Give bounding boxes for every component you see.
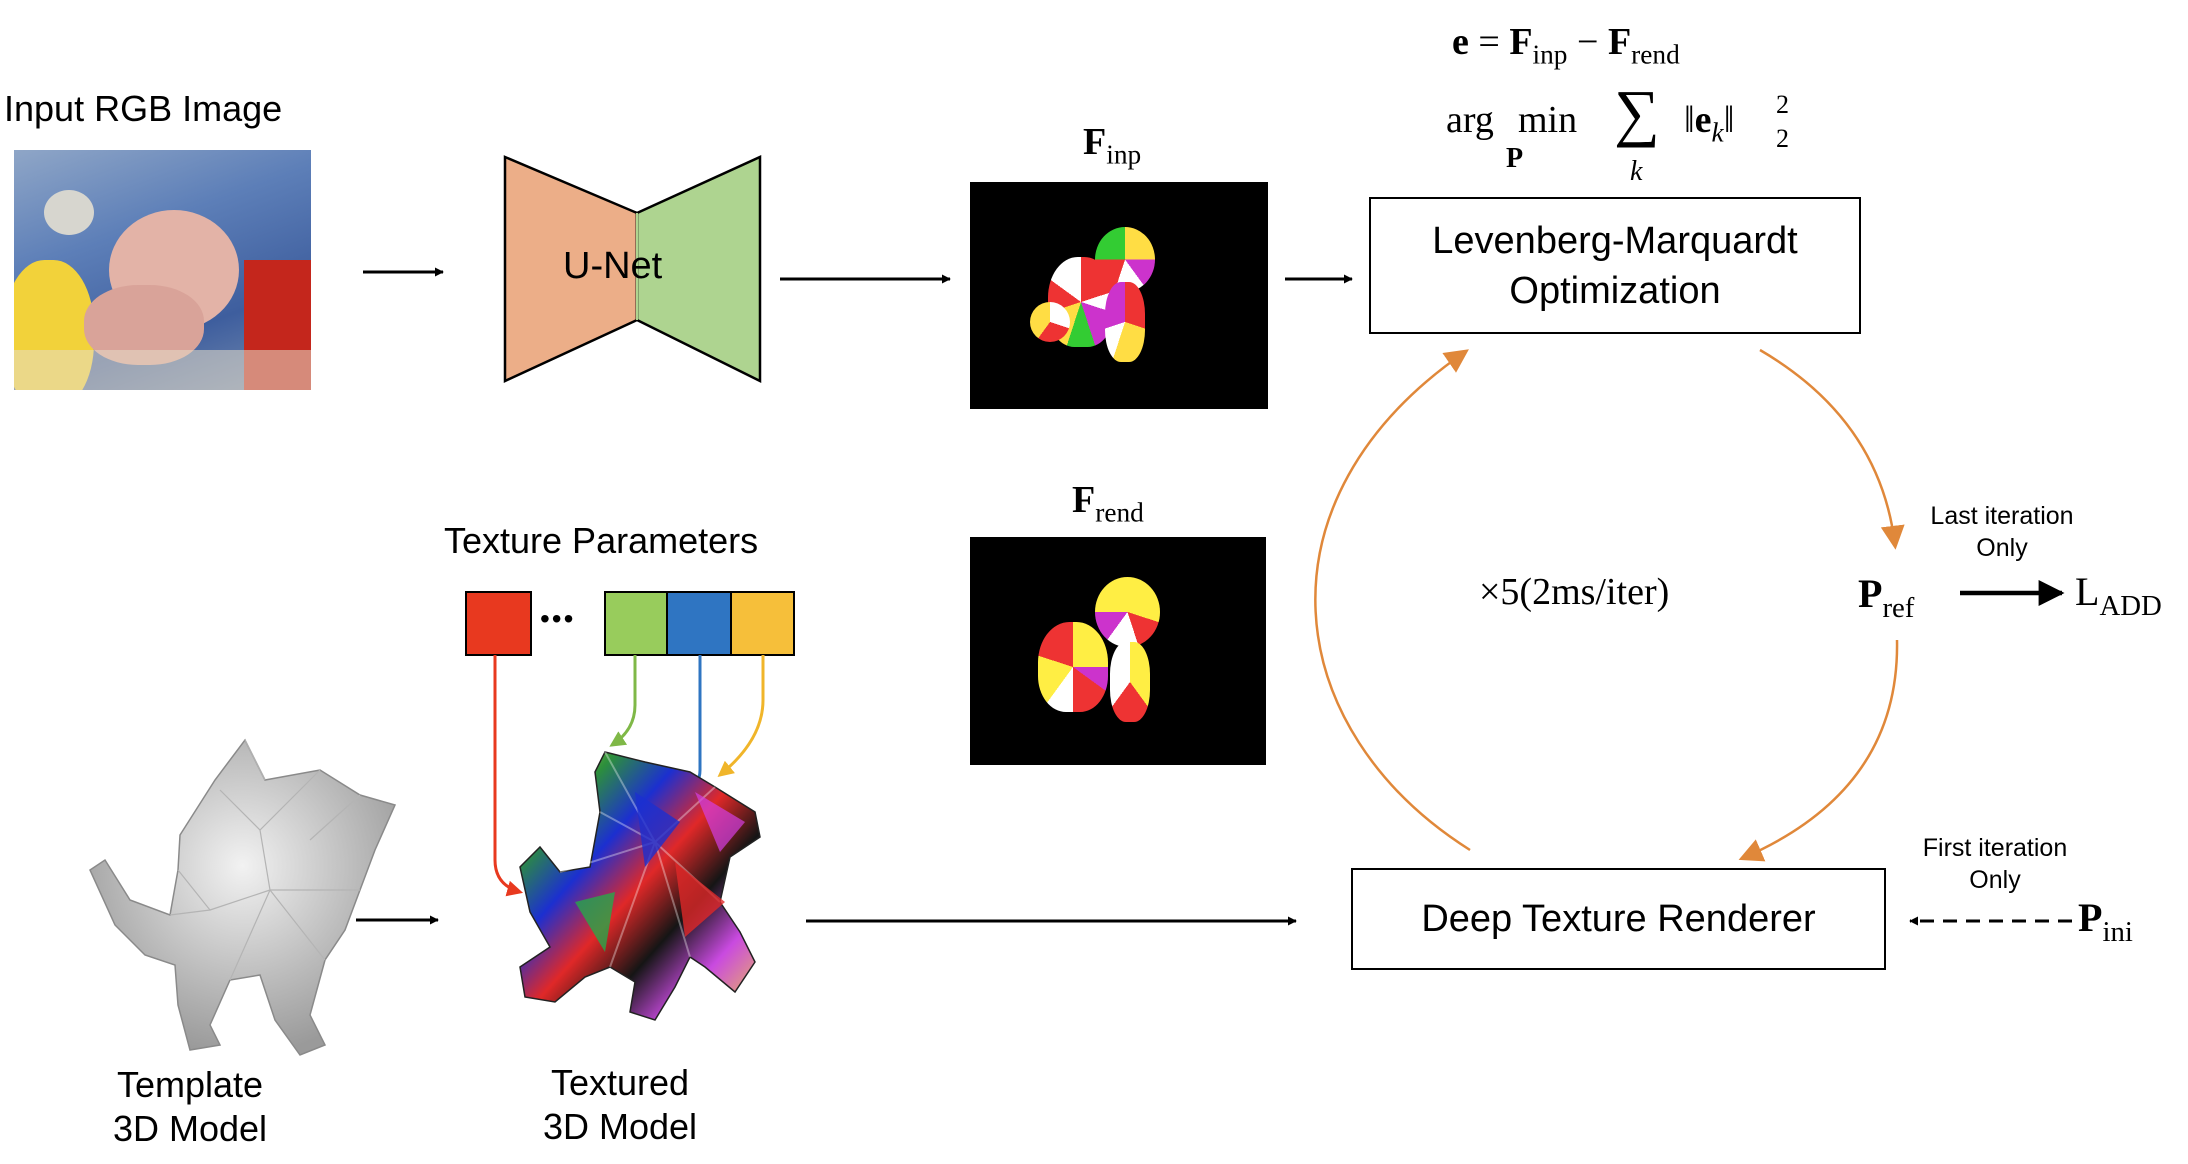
template-model-caption: Template 3D Model	[80, 1063, 300, 1151]
eq-min: min	[1518, 99, 1578, 141]
eq-sub2: 2	[1776, 124, 1789, 153]
eq-P: P	[1506, 143, 1524, 174]
frend-label-sub: rend	[1095, 497, 1144, 528]
ladd-sub: ADD	[2099, 590, 2162, 623]
param-arrow-green	[609, 655, 637, 747]
eq-arg: arg	[1446, 99, 1494, 141]
eq-F1: F	[1509, 21, 1533, 63]
lm-box-line2: Optimization	[1509, 269, 1721, 312]
residual-equation: e = Finp − Frend	[1452, 20, 1680, 71]
loop-iterations-label: ×5(2ms/iter)	[1479, 571, 1670, 613]
pref-sub: ref	[1882, 592, 1915, 625]
loop-arrow-lm-to-pref	[1759, 348, 1905, 550]
frend-label: Frend	[1072, 478, 1144, 529]
texture-parameters-label: Texture Parameters	[444, 520, 759, 561]
input-image-label: Input RGB Image	[4, 88, 283, 129]
feature-map-inp	[970, 182, 1268, 409]
eq-k: k	[1630, 156, 1643, 187]
pose-initial-label: Pini	[2078, 894, 2133, 949]
eq-rend: rend	[1631, 39, 1680, 70]
pini-sub: ini	[2102, 916, 2133, 949]
finp-label: Finp	[1083, 120, 1141, 171]
first-iteration-line1: First iteration	[1922, 834, 2068, 862]
textured-caption-line1: Textured	[550, 1062, 690, 1103]
finp-label-sub: inp	[1106, 139, 1142, 170]
lm-box-line1: Levenberg-Marquardt	[1432, 219, 1798, 262]
deep-texture-renderer-box: Deep Texture Renderer	[1351, 868, 1886, 970]
last-iteration-line1: Last iteration	[1930, 502, 2074, 530]
loop-arrow-renderer-to-lm	[1314, 349, 1471, 852]
eq-F2: F	[1607, 21, 1632, 63]
unet-label: U-Net	[563, 245, 663, 287]
param-square-yellow	[730, 591, 795, 656]
eq-sup2: 2	[1776, 90, 1789, 119]
eq-e: e	[1452, 21, 1469, 63]
eq-sum: ∑	[1614, 77, 1660, 148]
finp-label-base: F	[1083, 121, 1107, 163]
first-iteration-note: First iteration Only	[1900, 832, 2090, 896]
ladd-L: L	[2075, 569, 2100, 614]
last-iteration-note: Last iteration Only	[1912, 500, 2092, 564]
param-arrow-red	[493, 655, 524, 897]
loss-add-label: LADD	[2075, 568, 2162, 623]
param-arrow-yellow	[717, 655, 765, 778]
param-square-blue	[666, 591, 732, 656]
pose-refined-label: Pref	[1858, 570, 1914, 625]
objective-equation: arg min P ∑ k ‖ek‖ 2 2	[1446, 77, 1796, 188]
lm-optimization-box: Levenberg-Marquardt Optimization	[1369, 197, 1861, 334]
input-rgb-image	[14, 150, 311, 390]
template-3d-model	[89, 738, 397, 1056]
first-iteration-line2: Only	[1969, 866, 2021, 894]
eq-minus: −	[1567, 21, 1608, 63]
textured-caption-line2: 3D Model	[542, 1106, 698, 1147]
texture-parameters-ellipsis: •••	[540, 603, 576, 634]
pref-P: P	[1858, 571, 1883, 616]
param-square-red	[465, 591, 532, 656]
textured-3d-model	[519, 751, 761, 1021]
textured-model-caption: Textured 3D Model	[510, 1061, 730, 1149]
frend-label-base: F	[1072, 479, 1096, 521]
feature-map-rend	[970, 537, 1266, 765]
renderer-box-label: Deep Texture Renderer	[1421, 898, 1816, 940]
eq-equals: =	[1468, 21, 1510, 63]
pini-P: P	[2078, 895, 2103, 940]
template-caption-line1: Template	[116, 1064, 264, 1105]
param-square-green	[604, 591, 668, 656]
eq-inp: inp	[1532, 39, 1568, 70]
last-iteration-line2: Only	[1976, 534, 2028, 562]
loop-arrow-pref-to-renderer	[1738, 639, 1899, 862]
eq-norm: ‖ek‖	[1684, 99, 1735, 148]
template-caption-line2: 3D Model	[112, 1108, 268, 1149]
